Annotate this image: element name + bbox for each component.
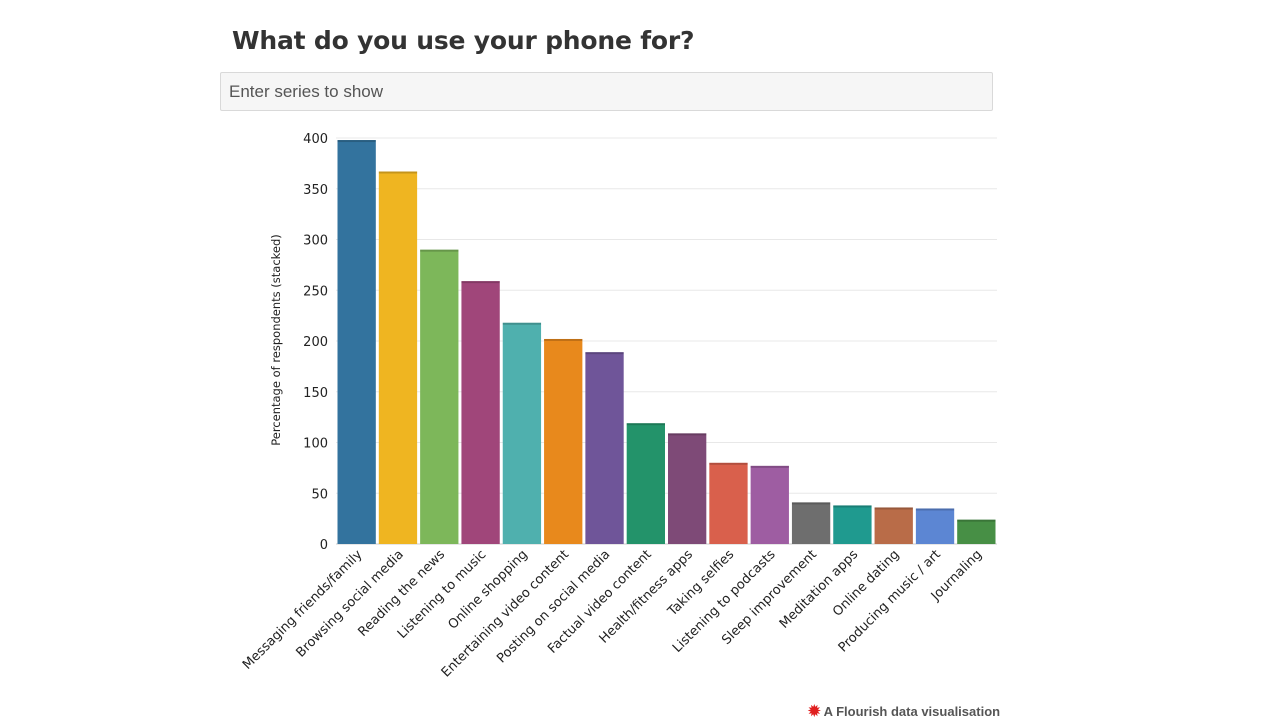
bar-top-edge	[791, 502, 831, 505]
bar[interactable]	[461, 281, 500, 544]
bar-top-edge	[626, 423, 665, 426]
y-tick-label: 400	[303, 132, 328, 147]
bar-top-edge	[502, 322, 542, 325]
flourish-logo-icon: ✹	[808, 703, 821, 720]
y-axis-title: Percentage of respondents (stacked)	[269, 234, 283, 446]
y-tick-label: 250	[303, 284, 328, 299]
bar-top-edge	[874, 507, 913, 510]
y-tick-label: 350	[303, 183, 328, 198]
bar[interactable]	[544, 338, 583, 544]
bar-top-edge	[750, 465, 789, 468]
bar-top-edge	[378, 171, 418, 174]
credit-text: A Flourish data visualisation	[823, 704, 1001, 719]
y-tick-label: 100	[303, 437, 328, 452]
y-tick-label: 0	[320, 538, 328, 553]
y-tick-label: 200	[303, 335, 328, 350]
bar[interactable]	[709, 462, 748, 544]
bar-top-edge	[544, 338, 583, 341]
bar-top-edge	[420, 249, 459, 252]
bar[interactable]	[833, 505, 872, 544]
bar[interactable]	[750, 465, 789, 544]
bar[interactable]	[420, 249, 459, 544]
bar-top-edge	[585, 352, 624, 355]
bar-top-edge	[709, 462, 748, 465]
bar-top-edge	[337, 140, 376, 143]
flourish-credit[interactable]: ✹ A Flourish data visualisation	[808, 704, 1000, 719]
bar[interactable]	[791, 502, 831, 544]
bar[interactable]	[957, 519, 996, 544]
bars	[337, 140, 996, 544]
bar-top-edge	[833, 505, 872, 508]
bar-top-edge	[668, 433, 707, 436]
series-filter-input[interactable]	[220, 72, 993, 111]
y-tick-label: 150	[303, 386, 328, 401]
bar[interactable]	[915, 508, 955, 544]
y-axis-ticks: 0 50 100 150 200 250 300 350 400	[303, 132, 328, 553]
bar[interactable]	[378, 171, 418, 544]
bar-top-edge	[461, 281, 500, 284]
y-tick-label: 300	[303, 234, 328, 249]
bar[interactable]	[874, 507, 913, 544]
bar-top-edge	[915, 508, 955, 511]
bar[interactable]	[626, 423, 665, 544]
bar-top-edge	[957, 519, 996, 522]
bar[interactable]	[668, 433, 707, 544]
y-tick-label: 50	[311, 487, 328, 502]
bar[interactable]	[337, 140, 376, 544]
chart-title: What do you use your phone for?	[232, 26, 695, 55]
bar[interactable]	[585, 352, 624, 544]
bar[interactable]	[502, 322, 542, 544]
